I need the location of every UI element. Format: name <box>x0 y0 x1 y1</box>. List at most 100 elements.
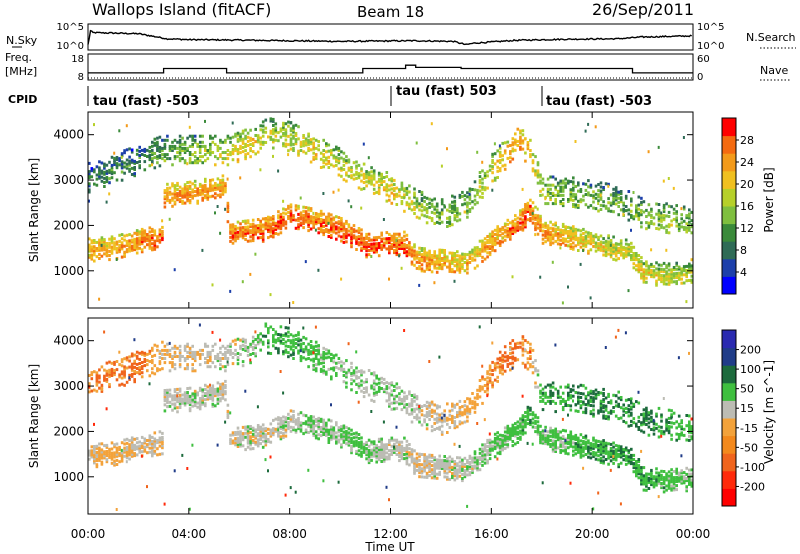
heatmap-cell <box>287 330 290 334</box>
heatmap-cell <box>239 230 242 234</box>
heatmap-cell <box>304 337 308 341</box>
heatmap-cell <box>357 449 361 453</box>
heatmap-cell <box>146 445 149 449</box>
heatmap-cell <box>398 190 401 194</box>
heatmap-cell <box>322 418 325 422</box>
heatmap-cell <box>675 224 678 228</box>
heatmap-cell <box>110 453 114 457</box>
heatmap-cell <box>410 408 414 412</box>
heatmap-cell <box>224 390 227 394</box>
heatmap-cell <box>438 266 441 270</box>
heatmap-cell <box>272 146 275 150</box>
heatmap-cell <box>206 352 210 356</box>
heatmap-cell <box>440 263 444 267</box>
heatmap-cell <box>481 177 484 181</box>
heatmap-cell <box>423 459 426 463</box>
heatmap-cell <box>191 136 194 140</box>
heatmap-cell <box>249 358 252 362</box>
heatmap-cell <box>680 217 683 221</box>
heatmap-cell <box>607 197 610 201</box>
heatmap-cell <box>272 219 275 223</box>
heatmap-cell <box>325 431 328 435</box>
heatmap-cell <box>675 282 678 286</box>
heatmap-cell <box>166 350 169 354</box>
heatmap-cell <box>241 131 245 135</box>
heatmap-cell <box>375 190 378 194</box>
heatmap-cell <box>438 405 441 409</box>
heatmap-cell <box>536 207 539 211</box>
heatmap-cell <box>534 222 537 225</box>
heatmap-cell <box>491 232 494 236</box>
heatmap-cell <box>209 359 212 363</box>
heatmap-cell <box>345 442 348 446</box>
heatmap-cell <box>408 453 411 457</box>
heatmap-cell <box>289 213 293 217</box>
heatmap-cell <box>536 181 540 185</box>
heatmap-cell <box>105 371 109 375</box>
heatmap-cell <box>405 458 409 462</box>
heatmap-cell <box>292 426 295 430</box>
heatmap-cell <box>524 215 527 219</box>
heatmap-cell <box>690 231 694 235</box>
heatmap-cell <box>100 383 104 387</box>
heatmap-cell <box>211 184 215 188</box>
heatmap-cell <box>267 217 270 221</box>
heatmap-cell <box>254 226 257 230</box>
heatmap-cell <box>294 226 298 230</box>
heatmap-cell <box>410 202 414 206</box>
heatmap-cell <box>682 265 686 269</box>
heatmap-cell <box>156 144 159 148</box>
heatmap-cell <box>178 344 182 348</box>
heatmap-cell <box>385 445 389 449</box>
heatmap-cell <box>345 240 348 244</box>
heatmap-cell <box>156 441 159 445</box>
heatmap-cell <box>410 454 414 458</box>
heatmap-cell <box>148 158 152 162</box>
heatmap-cell <box>418 204 421 208</box>
heatmap-cell <box>254 140 257 144</box>
heatmap-cell <box>153 245 157 249</box>
heatmap-cell <box>224 350 227 354</box>
heatmap-cell <box>178 389 182 393</box>
heatmap-cell <box>642 262 646 266</box>
heatmap-cell <box>90 373 94 377</box>
heatmap-cell <box>360 442 363 446</box>
heatmap-cell <box>261 334 265 338</box>
heatmap-cell <box>163 159 167 163</box>
heatmap-cell <box>307 357 310 360</box>
heatmap-cell <box>214 388 217 391</box>
heatmap-cell <box>410 254 414 258</box>
heatmap-cell <box>224 207 227 211</box>
heatmap-cell <box>98 380 101 384</box>
heatmap-cell <box>405 203 409 207</box>
heatmap-cell <box>234 441 237 445</box>
heatmap-cell <box>569 238 573 242</box>
heatmap-cell <box>88 374 91 377</box>
heatmap-cell <box>541 229 545 233</box>
heatmap-cell <box>428 455 431 459</box>
heatmap-cell <box>216 193 220 197</box>
heatmap-cell <box>128 457 131 461</box>
heatmap-cell <box>357 172 361 176</box>
heatmap-cell <box>216 381 220 385</box>
heatmap-cell <box>168 348 172 352</box>
heatmap-cell <box>115 454 119 458</box>
heatmap-cell <box>579 188 583 191</box>
heatmap-cell <box>619 249 623 253</box>
heatmap-cell <box>98 166 101 170</box>
heatmap-cell <box>382 447 386 451</box>
heatmap-cell <box>115 463 119 466</box>
heatmap-cell <box>690 223 694 227</box>
heatmap-cell <box>100 385 104 389</box>
heatmap-cell <box>655 273 658 277</box>
heatmap-cell <box>161 230 164 233</box>
heatmap-cell <box>113 247 116 251</box>
heatmap-cell <box>153 152 157 155</box>
heatmap-cell <box>231 135 235 139</box>
heatmap-cell <box>393 178 396 182</box>
heatmap-cell <box>156 344 159 348</box>
heatmap-cell <box>186 350 189 354</box>
heatmap-cell <box>342 157 346 161</box>
heatmap-cell <box>254 354 257 358</box>
heatmap-cell <box>393 407 396 411</box>
